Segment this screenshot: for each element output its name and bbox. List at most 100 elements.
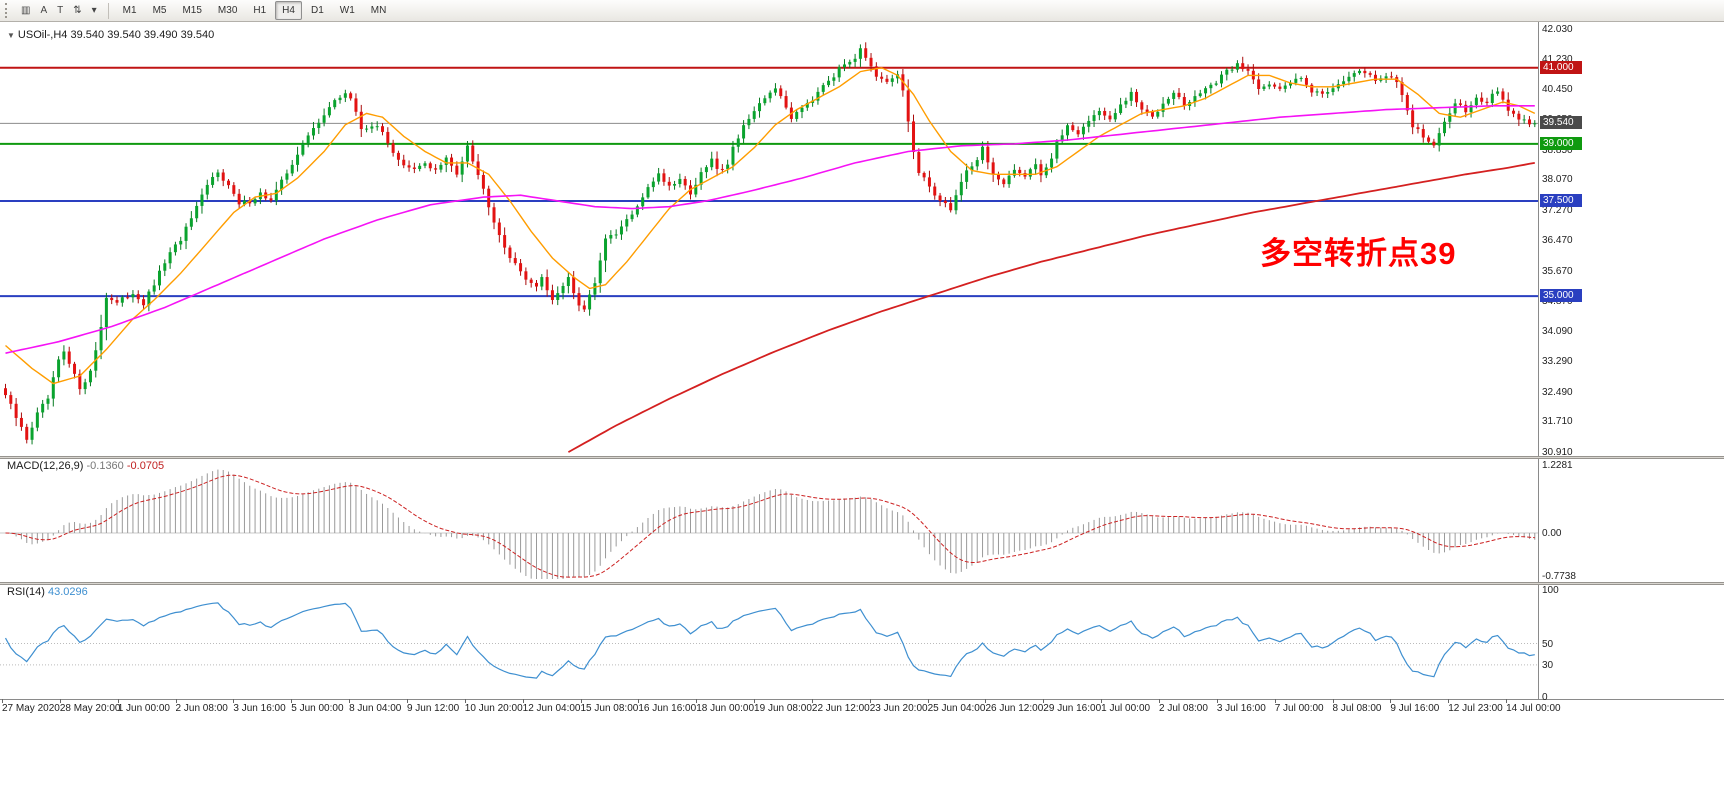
time-tick-mark: [927, 699, 929, 703]
time-axis-label: 14 Jul 00:00: [1506, 703, 1561, 714]
time-tick-mark: [406, 699, 408, 703]
time-tick-mark: [754, 699, 756, 703]
cycle-symbols-button[interactable]: ⇅: [73, 5, 82, 16]
macd-indicator-label: MACD(12,26,9) -0.1360 -0.0705: [7, 460, 164, 472]
rsi-indicator-label: RSI(14) 43.0296: [7, 586, 88, 598]
toolbar-icons: ▥ A T ⇅ ▾: [16, 1, 102, 20]
time-axis-label: 16 Jun 16:00: [638, 703, 697, 714]
time-axis-label: 9 Jun 12:00: [406, 703, 460, 714]
chart-ohlc-quote: 39.540 39.540 39.490 39.540: [70, 29, 215, 41]
time-tick-mark: [1274, 699, 1276, 703]
time-axis-label: 7 Jul 00:00: [1274, 703, 1324, 714]
price-axis-divider: [1538, 22, 1539, 699]
price-tick-label: 38.850: [1542, 144, 1573, 156]
price-tick-label: 40.450: [1542, 83, 1573, 95]
time-tick-mark: [2, 699, 3, 703]
timeframe-button-m15[interactable]: M15: [182, 5, 202, 16]
price-level-badge: 37.500: [1540, 193, 1582, 207]
time-axis-label: 8 Jul 08:00: [1332, 703, 1382, 714]
rsi-axis-label: 50: [1542, 638, 1554, 650]
macd-signal-value: -0.0705: [126, 460, 165, 472]
time-axis-label: 26 Jun 12:00: [985, 703, 1044, 714]
chart-title: ▼ USOil-,H4 39.540 39.540 39.490 39.540: [7, 29, 214, 41]
cycle-dropdown-icon[interactable]: ▾: [91, 5, 97, 16]
time-tick-mark: [233, 699, 235, 703]
timeframe-button-h4[interactable]: H4: [275, 1, 302, 20]
price-level-badge: 39.540: [1540, 116, 1582, 130]
price-tick-label: 42.030: [1542, 23, 1573, 35]
time-tick-mark: [117, 699, 119, 703]
panel-splitter-rsi[interactable]: [0, 582, 1724, 585]
crosshair-button[interactable]: T: [57, 5, 64, 16]
chart-collapse-icon[interactable]: ▼: [7, 31, 15, 40]
macd-axis-label: 0.00: [1542, 528, 1562, 539]
panel-splitter-macd[interactable]: [0, 456, 1724, 459]
time-tick-mark: [1506, 699, 1508, 703]
time-tick-mark: [1159, 699, 1160, 703]
time-axis-label: 27 May 2020: [2, 703, 60, 714]
price-level-badge: 39.000: [1540, 136, 1582, 150]
time-tick-mark: [580, 699, 582, 703]
price-tick-label: 35.670: [1542, 265, 1573, 277]
rsi-axis-label: 100: [1542, 585, 1559, 596]
time-tick-mark: [696, 699, 698, 703]
time-tick-mark: [175, 699, 177, 703]
timeframe-button-m5[interactable]: M5: [152, 5, 167, 16]
price-tick-label: 33.290: [1542, 356, 1573, 368]
time-tick-mark: [1043, 699, 1045, 703]
time-axis-label: 12 Jun 04:00: [522, 703, 581, 714]
macd-axis-label: -0.7738: [1542, 570, 1576, 582]
price-tick-label: 38.070: [1542, 174, 1573, 186]
time-axis-label: 2 Jul 08:00: [1159, 703, 1208, 714]
rsi-axis-label: 0: [1542, 692, 1548, 703]
time-axis-label: 9 Jul 16:00: [1390, 703, 1440, 714]
time-tick-mark: [1390, 699, 1392, 703]
time-tick-mark: [811, 699, 813, 703]
rsi-name: RSI(14): [7, 586, 45, 598]
timeframe-button-w1[interactable]: W1: [339, 5, 355, 16]
time-axis-label: 8 Jun 04:00: [349, 703, 402, 714]
time-axis-label: 28 May 20:00: [59, 703, 121, 714]
time-axis-label: 29 Jun 16:00: [1043, 703, 1102, 714]
chart-symbol-period: USOil-,H4: [17, 29, 68, 41]
price-tick-label: 30.910: [1542, 446, 1573, 458]
time-axis-label: 1 Jul 00:00: [1101, 703, 1151, 714]
chart-window-icon[interactable]: ▥: [21, 5, 31, 16]
timeframe-button-m30[interactable]: M30: [217, 5, 238, 16]
time-tick-mark: [638, 699, 640, 703]
price-tick-label: 34.090: [1542, 325, 1573, 337]
toolbar-separator: [107, 2, 109, 19]
price-level-badge: 41.000: [1540, 60, 1582, 74]
time-tick-mark: [1448, 699, 1450, 703]
rsi-value: 43.0296: [47, 586, 88, 598]
timeframe-button-mn[interactable]: MN: [370, 5, 387, 16]
time-axis-label: 22 Jun 12:00: [811, 703, 870, 714]
price-tick-label: 36.470: [1542, 235, 1573, 247]
macd-name: MACD(12,26,9): [7, 460, 84, 472]
rsi-axis-label: 30: [1542, 659, 1554, 671]
time-tick-mark: [349, 699, 351, 703]
time-axis-label: 1 Jun 00:00: [117, 703, 170, 714]
price-tick-label: 41.230: [1542, 54, 1573, 65]
time-axis-label: 25 Jun 04:00: [927, 703, 986, 714]
time-axis-label: 23 Jun 20:00: [869, 703, 928, 714]
cursor-mode-button[interactable]: A: [40, 5, 48, 16]
time-axis-label: 12 Jul 23:00: [1448, 703, 1503, 714]
time-axis-label: 5 Jun 00:00: [291, 703, 344, 714]
time-tick-mark: [1216, 699, 1218, 703]
timeframe-button-m1[interactable]: M1: [122, 5, 137, 16]
annotation-text: 多空转折点39: [1260, 236, 1457, 271]
time-tick-mark: [985, 699, 987, 703]
time-axis-label: 3 Jun 16:00: [233, 703, 286, 714]
price-tick-label: 31.710: [1542, 416, 1573, 428]
time-axis-label: 19 Jun 08:00: [754, 703, 812, 714]
timeframe-button-h1[interactable]: H1: [253, 5, 267, 16]
timeframe-button-d1[interactable]: D1: [310, 5, 324, 16]
time-axis-label: 15 Jun 08:00: [580, 703, 639, 714]
time-tick-mark: [522, 699, 524, 703]
time-tick-mark: [869, 699, 871, 703]
time-axis-divider: [0, 699, 1724, 700]
toolbar-grip[interactable]: [5, 3, 11, 18]
